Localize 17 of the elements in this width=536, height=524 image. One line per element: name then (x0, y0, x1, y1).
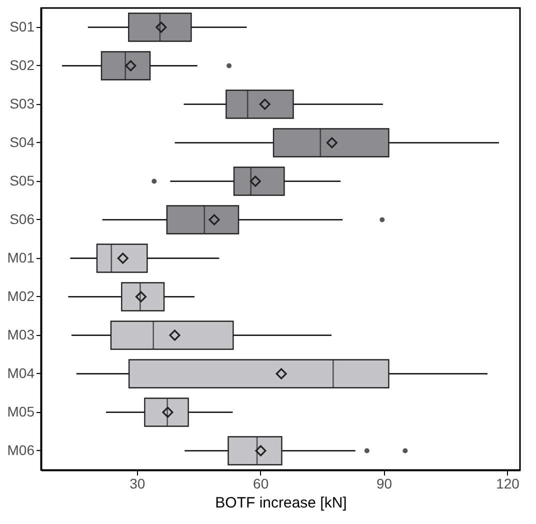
x-tick-label: 120 (496, 476, 520, 492)
y-tick-label: M05 (7, 403, 35, 420)
y-tick-label: M03 (7, 326, 35, 342)
x-axis-title: BOTF increase [kN] (215, 494, 347, 512)
y-tick-label: S04 (10, 134, 35, 150)
y-tick-label: M04 (7, 364, 35, 381)
y-tick-label: M06 (7, 442, 35, 458)
y-tick-label: S06 (10, 210, 35, 227)
x-tick-label: 60 (253, 476, 269, 492)
y-tick-label: S05 (10, 172, 35, 188)
y-tick-label: S03 (10, 95, 35, 112)
y-tick-label: M01 (7, 249, 35, 266)
x-tick-label: 30 (130, 476, 146, 492)
y-tick-label: S02 (10, 56, 35, 73)
y-tick-label: S01 (10, 18, 35, 34)
x-tick-label: 90 (376, 476, 392, 492)
y-tick-label: M02 (7, 288, 35, 304)
